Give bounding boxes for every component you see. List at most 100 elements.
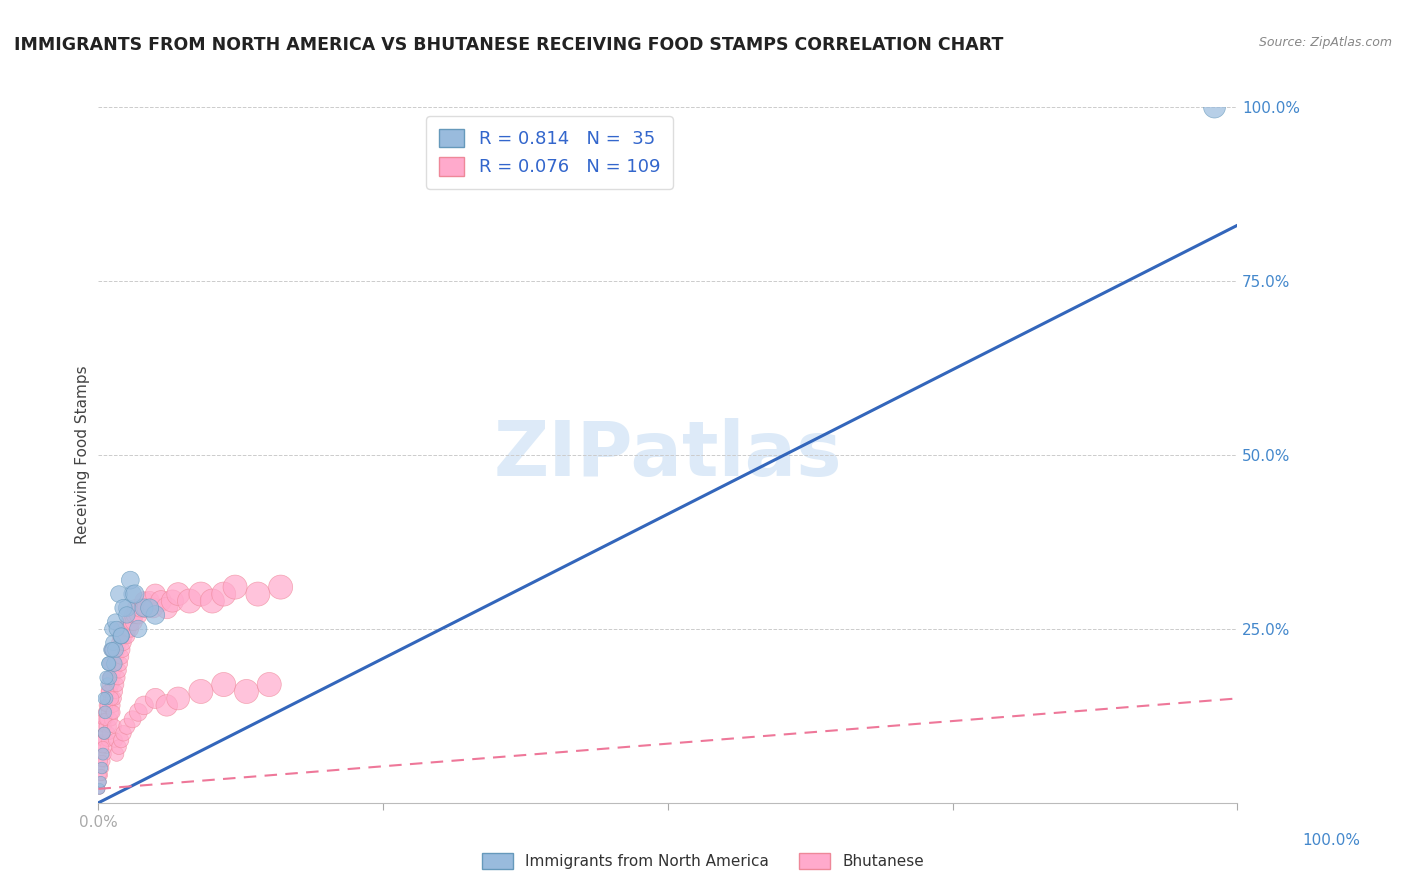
- Point: [115, 601, 138, 615]
- Point: [162, 594, 184, 608]
- Point: [101, 642, 124, 657]
- Point: [98, 657, 121, 671]
- Point: [103, 719, 125, 733]
- Point: [96, 691, 118, 706]
- Point: [127, 622, 149, 636]
- Point: [98, 671, 121, 685]
- Point: [167, 587, 190, 601]
- Point: [190, 587, 212, 601]
- Point: [108, 664, 131, 678]
- Point: [107, 671, 129, 685]
- Point: [121, 712, 143, 726]
- Point: [94, 747, 117, 761]
- Point: [108, 629, 131, 643]
- Point: [90, 719, 112, 733]
- Legend: R = 0.814   N =  35, R = 0.076   N = 109: R = 0.814 N = 35, R = 0.076 N = 109: [426, 116, 673, 189]
- Point: [93, 754, 115, 768]
- Point: [97, 657, 120, 671]
- Point: [91, 733, 114, 747]
- Point: [132, 601, 155, 615]
- Legend: Immigrants from North America, Bhutanese: Immigrants from North America, Bhutanese: [477, 847, 929, 875]
- Point: [103, 657, 125, 671]
- Point: [167, 691, 190, 706]
- Point: [107, 642, 129, 657]
- Point: [96, 684, 118, 698]
- Point: [110, 649, 132, 664]
- Point: [142, 601, 165, 615]
- Point: [105, 677, 128, 691]
- Point: [114, 622, 136, 636]
- Point: [93, 726, 115, 740]
- Point: [246, 587, 269, 601]
- Point: [105, 649, 128, 664]
- Point: [115, 607, 138, 622]
- Point: [100, 684, 122, 698]
- Point: [114, 629, 136, 643]
- Point: [235, 684, 257, 698]
- Point: [110, 733, 132, 747]
- Point: [117, 622, 139, 636]
- Point: [103, 636, 125, 650]
- Point: [96, 733, 118, 747]
- Point: [212, 587, 235, 601]
- Point: [97, 657, 120, 671]
- Point: [96, 698, 118, 713]
- Point: [156, 601, 179, 615]
- Point: [108, 636, 131, 650]
- Point: [90, 768, 112, 782]
- Point: [93, 726, 115, 740]
- Point: [112, 636, 135, 650]
- Point: [110, 622, 132, 636]
- Point: [101, 691, 124, 706]
- Point: [96, 677, 118, 691]
- Point: [89, 761, 111, 775]
- Point: [138, 601, 160, 615]
- Point: [259, 677, 281, 691]
- Point: [138, 594, 160, 608]
- Point: [100, 712, 122, 726]
- Point: [89, 781, 111, 796]
- Point: [150, 594, 173, 608]
- Point: [90, 733, 112, 747]
- Point: [96, 671, 118, 685]
- Point: [97, 698, 120, 713]
- Point: [103, 691, 125, 706]
- Point: [101, 677, 124, 691]
- Point: [212, 677, 235, 691]
- Point: [110, 629, 132, 643]
- Point: [224, 580, 246, 594]
- Point: [91, 740, 114, 755]
- Point: [100, 642, 122, 657]
- Point: [98, 691, 121, 706]
- Text: IMMIGRANTS FROM NORTH AMERICA VS BHUTANESE RECEIVING FOOD STAMPS CORRELATION CHA: IMMIGRANTS FROM NORTH AMERICA VS BHUTANE…: [14, 36, 1004, 54]
- Point: [94, 712, 117, 726]
- Text: ZIPatlas: ZIPatlas: [494, 418, 842, 491]
- Point: [97, 677, 120, 691]
- Point: [90, 775, 112, 789]
- Point: [145, 587, 167, 601]
- Point: [93, 691, 115, 706]
- Point: [132, 594, 155, 608]
- Point: [93, 706, 115, 720]
- Point: [270, 580, 292, 594]
- Y-axis label: Receiving Food Stamps: Receiving Food Stamps: [75, 366, 90, 544]
- Point: [93, 726, 115, 740]
- Point: [96, 706, 118, 720]
- Point: [112, 601, 135, 615]
- Text: Source: ZipAtlas.com: Source: ZipAtlas.com: [1258, 36, 1392, 49]
- Point: [103, 706, 125, 720]
- Point: [103, 664, 125, 678]
- Point: [98, 671, 121, 685]
- Point: [90, 775, 112, 789]
- Point: [91, 747, 114, 761]
- Point: [115, 719, 138, 733]
- Point: [103, 698, 125, 713]
- Point: [101, 706, 124, 720]
- Point: [104, 684, 127, 698]
- Point: [90, 768, 112, 782]
- Point: [96, 712, 118, 726]
- Point: [115, 629, 138, 643]
- Point: [91, 712, 114, 726]
- Point: [104, 615, 127, 629]
- Point: [89, 781, 111, 796]
